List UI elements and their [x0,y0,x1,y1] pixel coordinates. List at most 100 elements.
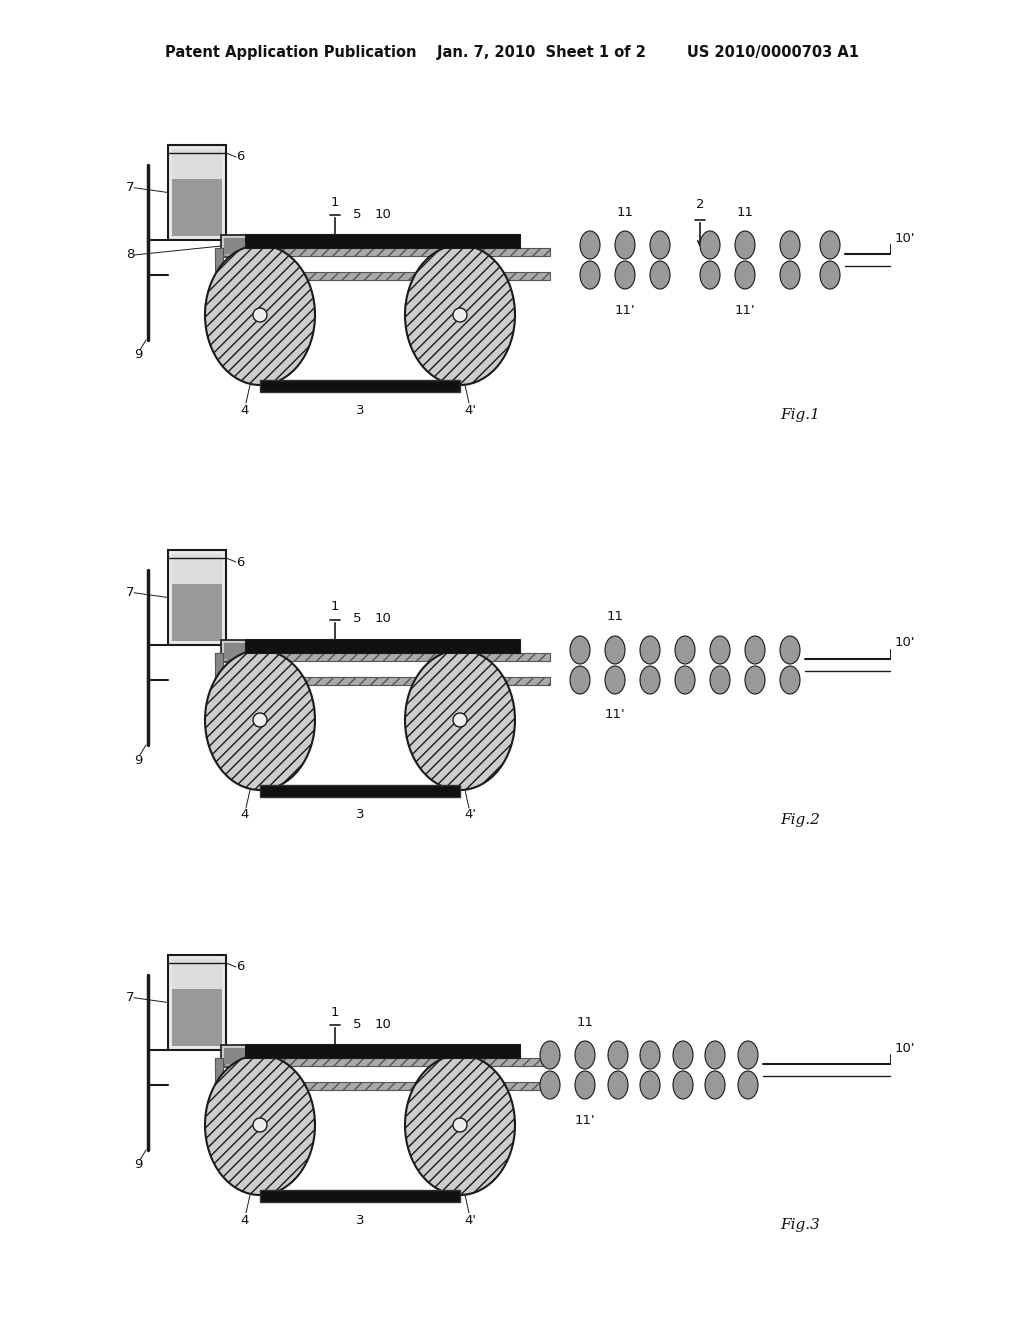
Bar [260,785,460,797]
Text: 11': 11' [614,304,635,317]
Ellipse shape [820,231,840,259]
Text: 6: 6 [236,556,244,569]
Text: 10: 10 [374,207,391,220]
Text: 10': 10' [895,1041,915,1055]
Bar [172,960,222,989]
Bar [215,1059,550,1067]
Ellipse shape [253,713,267,727]
Bar [221,640,271,663]
Bar [215,653,550,661]
Ellipse shape [710,636,730,664]
Text: 8: 8 [126,248,134,261]
Text: 10': 10' [895,636,915,649]
Ellipse shape [705,1041,725,1069]
Text: 11: 11 [736,206,754,219]
Text: 2: 2 [695,198,705,211]
Ellipse shape [205,246,315,385]
Text: 9: 9 [134,1159,142,1172]
Ellipse shape [205,1055,315,1195]
Ellipse shape [650,261,670,289]
Text: 6: 6 [236,150,244,164]
Bar [172,554,222,583]
Ellipse shape [780,667,800,694]
Ellipse shape [675,636,695,664]
Text: 4: 4 [241,1213,249,1226]
Text: 11: 11 [616,206,634,219]
Ellipse shape [650,231,670,259]
Ellipse shape [673,1041,693,1069]
Text: Patent Application Publication    Jan. 7, 2010  Sheet 1 of 2        US 2010/0000: Patent Application Publication Jan. 7, 2… [165,45,859,59]
Bar [215,272,550,280]
Text: 4: 4 [241,404,249,417]
Bar [168,145,226,240]
Text: 5: 5 [353,207,361,220]
Ellipse shape [738,1041,758,1069]
Text: 1: 1 [331,1006,339,1019]
Ellipse shape [575,1041,595,1069]
Bar [215,248,223,280]
Ellipse shape [640,636,660,664]
Bar [221,235,271,257]
Ellipse shape [540,1071,560,1100]
Ellipse shape [780,231,800,259]
Ellipse shape [710,667,730,694]
Text: 7: 7 [126,586,134,599]
Ellipse shape [700,261,720,289]
Ellipse shape [605,667,625,694]
Text: 11': 11' [574,1114,595,1126]
Text: 4': 4' [464,404,476,417]
Bar [215,1059,223,1090]
Ellipse shape [453,1118,467,1133]
Bar [224,238,268,253]
Ellipse shape [745,636,765,664]
Ellipse shape [540,1041,560,1069]
Ellipse shape [780,636,800,664]
Ellipse shape [615,261,635,289]
Text: 7: 7 [126,991,134,1005]
Text: 4': 4' [464,1213,476,1226]
Ellipse shape [253,308,267,322]
Bar [224,1048,268,1064]
Text: 11: 11 [606,610,624,623]
Ellipse shape [453,713,467,727]
Ellipse shape [453,308,467,322]
Text: 9: 9 [134,348,142,362]
Text: 10': 10' [895,231,915,244]
Text: 10: 10 [374,612,391,626]
Text: 1: 1 [331,195,339,209]
Bar [215,1082,550,1090]
Text: 7: 7 [126,181,134,194]
Bar [172,180,222,236]
Text: Fig.3: Fig.3 [780,1218,820,1232]
Bar [260,1191,460,1203]
Text: 6: 6 [236,961,244,974]
Ellipse shape [406,649,515,789]
Ellipse shape [570,636,590,664]
Bar [172,989,222,1045]
Text: 11: 11 [577,1015,594,1028]
Ellipse shape [615,231,635,259]
Ellipse shape [406,246,515,385]
Ellipse shape [580,231,600,259]
Ellipse shape [820,261,840,289]
Bar [168,550,226,645]
Ellipse shape [406,1055,515,1195]
Text: 3: 3 [355,404,365,417]
Bar [172,583,222,642]
Ellipse shape [705,1071,725,1100]
Ellipse shape [738,1071,758,1100]
Text: 5: 5 [353,1018,361,1031]
Ellipse shape [640,667,660,694]
Text: 9: 9 [134,754,142,767]
Ellipse shape [745,667,765,694]
Bar [245,234,520,248]
Bar [245,1044,520,1059]
Text: Fig.1: Fig.1 [780,408,820,422]
Text: 4: 4 [241,808,249,821]
Bar [215,677,550,685]
Ellipse shape [605,636,625,664]
Ellipse shape [205,649,315,789]
Ellipse shape [780,261,800,289]
Bar [172,149,222,180]
Ellipse shape [735,261,755,289]
